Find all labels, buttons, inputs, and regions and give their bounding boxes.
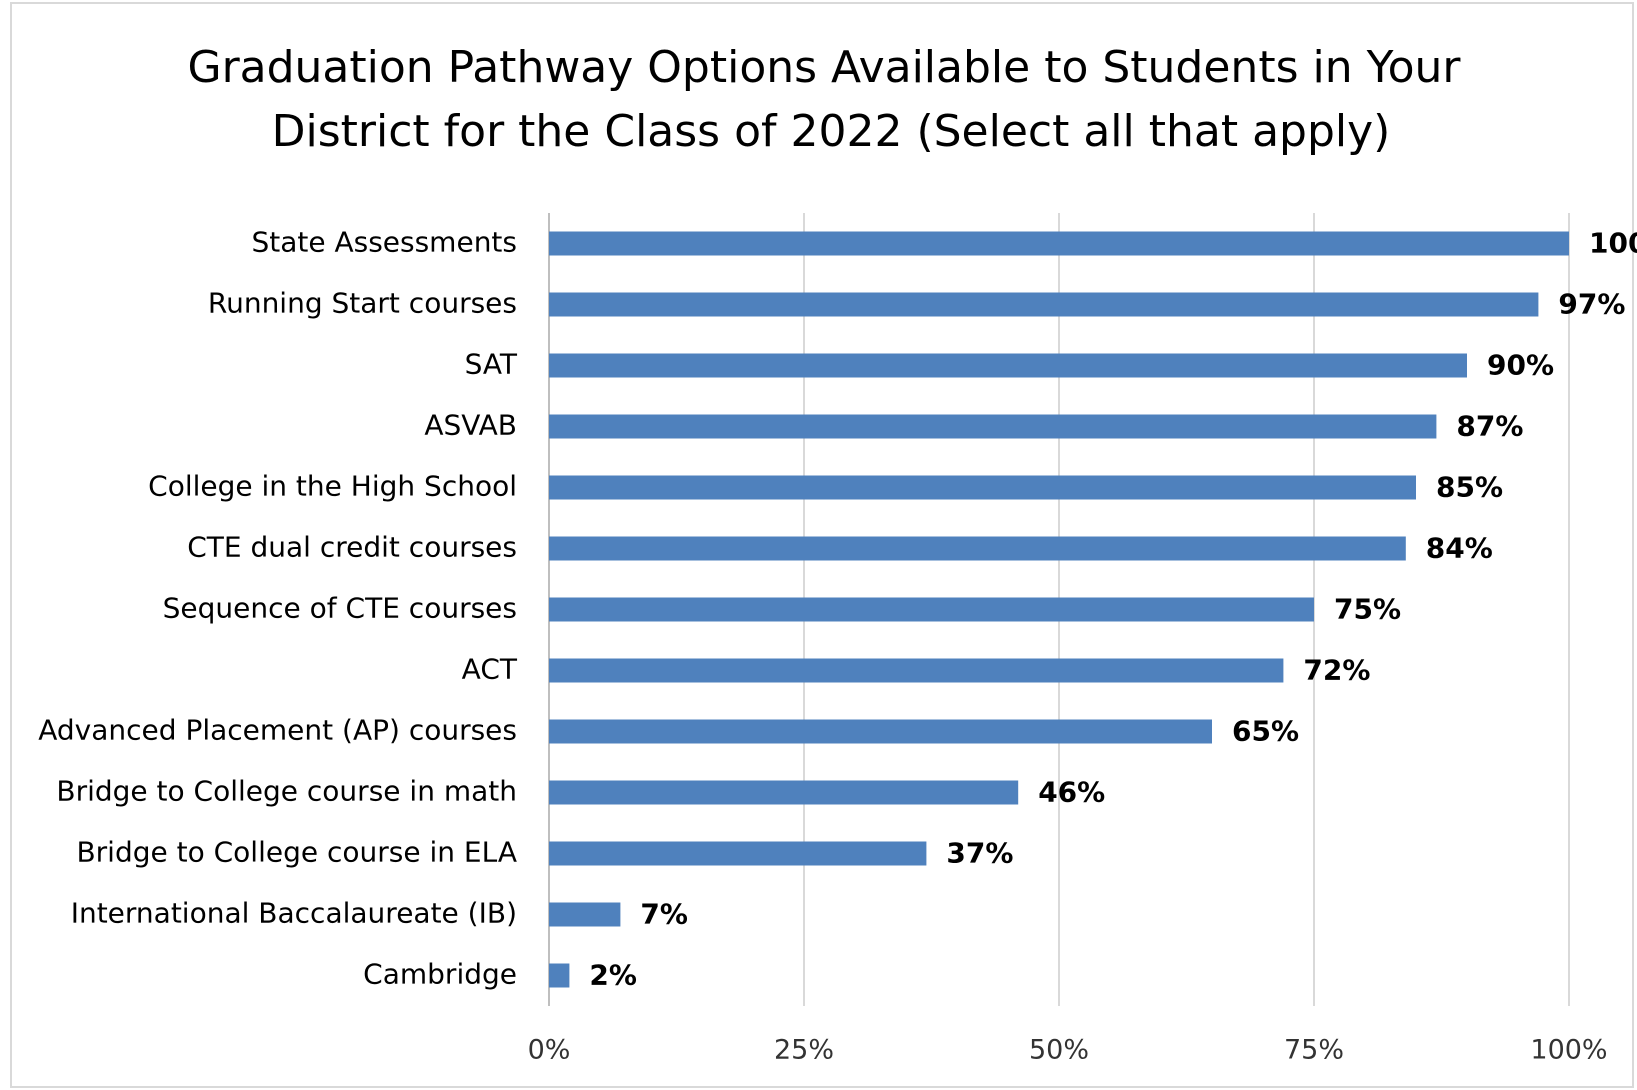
y-tick-label: SAT [465,348,518,381]
y-tick-label: Bridge to College course in ELA [76,836,517,869]
data-label: 100% [1589,227,1637,260]
data-label: 75% [1334,593,1401,626]
data-label: 46% [1038,776,1105,809]
data-label: 2% [589,959,637,992]
y-tick-label: Cambridge [363,958,517,991]
y-tick-label: State Assessments [251,226,517,259]
title-line: Graduation Pathway Options Available to … [187,42,1461,93]
bar [549,231,1569,256]
data-label: 7% [640,898,688,931]
data-label: 84% [1426,532,1493,565]
x-tick-label: 0% [528,1035,571,1066]
bar [549,536,1406,561]
data-label: 65% [1232,715,1299,748]
bar [549,353,1467,378]
x-tick-label: 75% [1284,1035,1344,1066]
bar [549,292,1539,317]
data-label: 72% [1303,654,1370,687]
y-tick-label: College in the High School [148,470,517,503]
x-tick-label: 25% [774,1035,834,1066]
y-tick-label: ACT [462,653,518,686]
bar [549,597,1314,622]
x-tick-label: 50% [1029,1035,1089,1066]
bar [549,902,621,927]
data-label: 85% [1436,471,1503,504]
bar [549,719,1212,744]
data-label: 97% [1558,288,1625,321]
bar [549,841,927,866]
y-tick-label: Running Start courses [208,287,517,320]
bar [549,780,1019,805]
x-tick-label: 100% [1530,1035,1607,1066]
chart-title: Graduation Pathway Options Available to … [187,42,1474,157]
bar [549,963,570,988]
bar [549,475,1416,500]
data-label: 90% [1487,349,1554,382]
y-tick-label: Bridge to College course in math [56,775,517,808]
y-tick-label: ASVAB [424,409,517,442]
y-tick-label: CTE dual credit courses [187,531,517,564]
title-line: District for the Class of 2022 (Select a… [272,106,1391,157]
bar [549,414,1437,439]
bar [549,658,1284,683]
y-tick-label: Advanced Placement (AP) courses [38,714,517,747]
y-tick-label: Sequence of CTE courses [163,592,517,625]
data-label: 37% [946,837,1013,870]
data-label: 87% [1456,410,1523,443]
y-tick-label: International Baccalaureate (IB) [71,897,517,930]
